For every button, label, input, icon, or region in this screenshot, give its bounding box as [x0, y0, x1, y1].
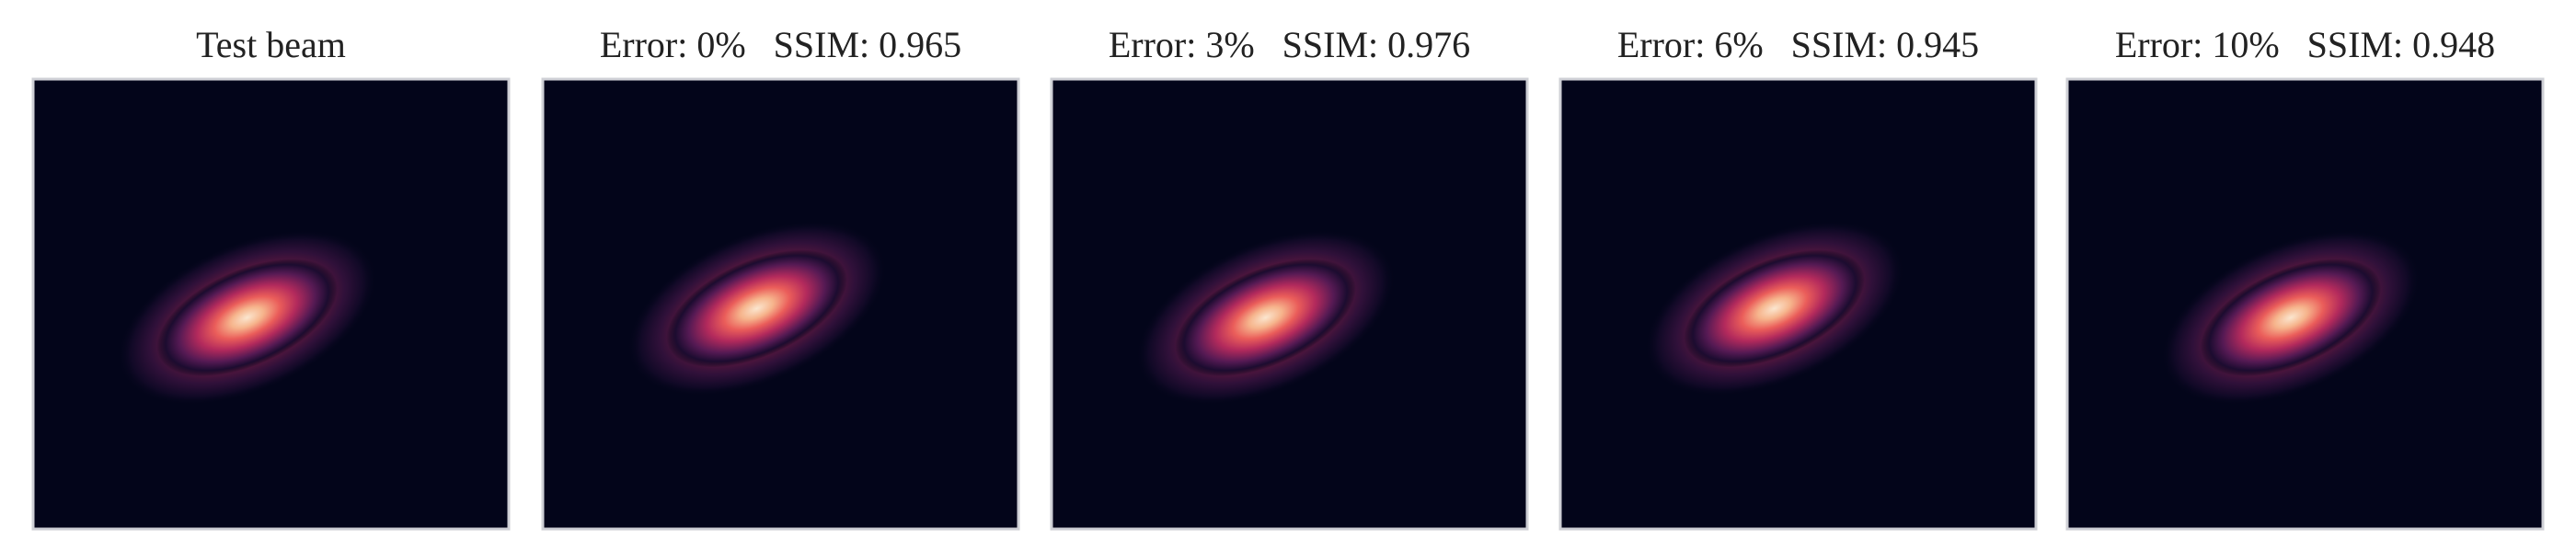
panel-title: Test beam [196, 24, 346, 65]
beam-core [1684, 249, 1865, 368]
beam-core [2200, 259, 2382, 377]
panel-title: Error: 0% SSIM: 0.965 [600, 24, 961, 65]
beam-core [1175, 259, 1356, 377]
panel: Error: 10% SSIM: 0.948 [2065, 24, 2545, 531]
panels: Test beam Error: 0% SSIM: 0.965 Error: 3% … [31, 24, 2545, 531]
beam-core [156, 259, 338, 377]
panel-title: Error: 3% SSIM: 0.976 [1109, 24, 1470, 65]
panel: Test beam [31, 24, 511, 531]
beam-core [666, 249, 847, 368]
panel: Error: 0% SSIM: 0.965 [541, 24, 1020, 531]
panel-title: Error: 10% SSIM: 0.948 [2115, 24, 2495, 65]
panel: Error: 6% SSIM: 0.945 [1558, 24, 2038, 531]
panel: Error: 3% SSIM: 0.976 [1050, 24, 1529, 531]
panel-title: Error: 6% SSIM: 0.945 [1617, 24, 1979, 65]
